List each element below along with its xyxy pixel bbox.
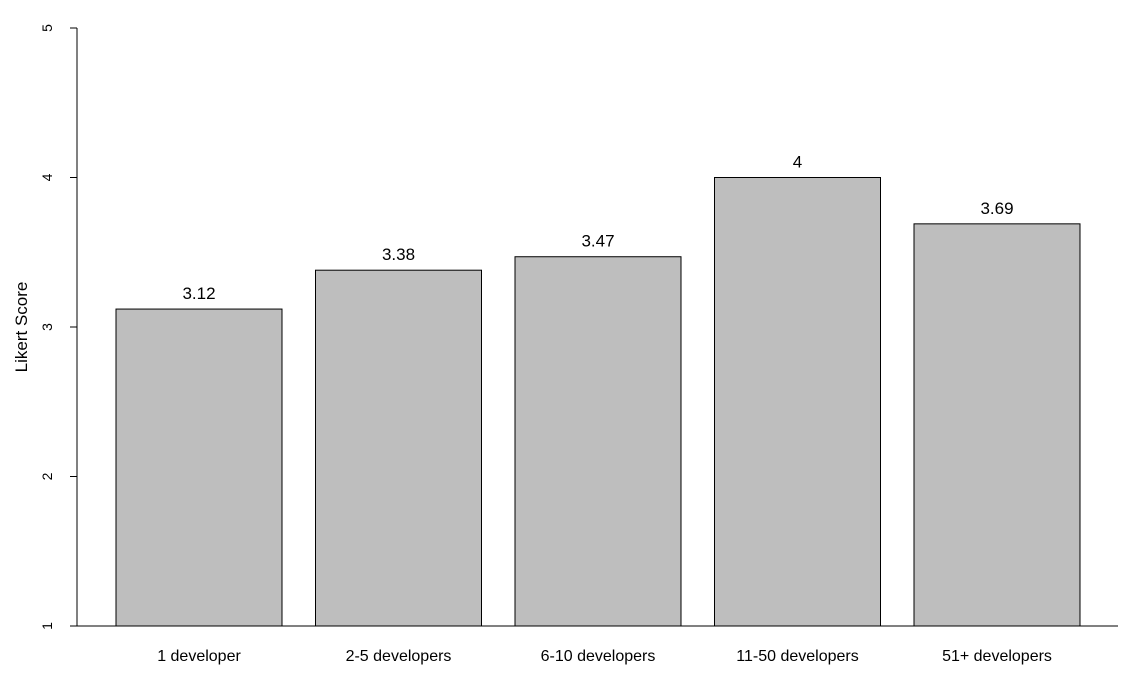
y-tick-label: 3 — [39, 323, 55, 331]
x-tick-label: 11-50 developers — [736, 648, 858, 665]
y-tick-label: 2 — [39, 472, 55, 480]
bar-value-label: 3.12 — [182, 284, 215, 303]
x-tick-label: 6-10 developers — [541, 648, 656, 665]
y-axis-label: Likert Score — [12, 282, 31, 373]
bar-value-label: 4 — [793, 153, 802, 172]
x-tick-label: 2-5 developers — [346, 648, 452, 665]
bar — [913, 223, 1081, 627]
bars: 3.12 3.38 3.47 4 3.69 — [115, 153, 1081, 627]
bar — [315, 269, 482, 627]
y-axis: 1 2 3 4 5 — [39, 24, 78, 630]
bar-value-label: 3.69 — [980, 199, 1013, 218]
bar — [514, 256, 682, 627]
bar — [714, 177, 881, 627]
x-axis: 1 developer 2-5 developers 6-10 developers… — [70, 625, 1118, 665]
bar — [115, 308, 283, 627]
bar-value-label: 3.38 — [382, 245, 415, 264]
y-tick-label: 4 — [39, 173, 55, 181]
y-tick-label: 1 — [39, 622, 55, 630]
bar-value-label: 3.47 — [581, 232, 614, 251]
x-tick-label: 1 developer — [157, 648, 241, 665]
y-tick-label: 5 — [39, 24, 55, 32]
x-tick-label: 51+ developers — [942, 648, 1052, 665]
